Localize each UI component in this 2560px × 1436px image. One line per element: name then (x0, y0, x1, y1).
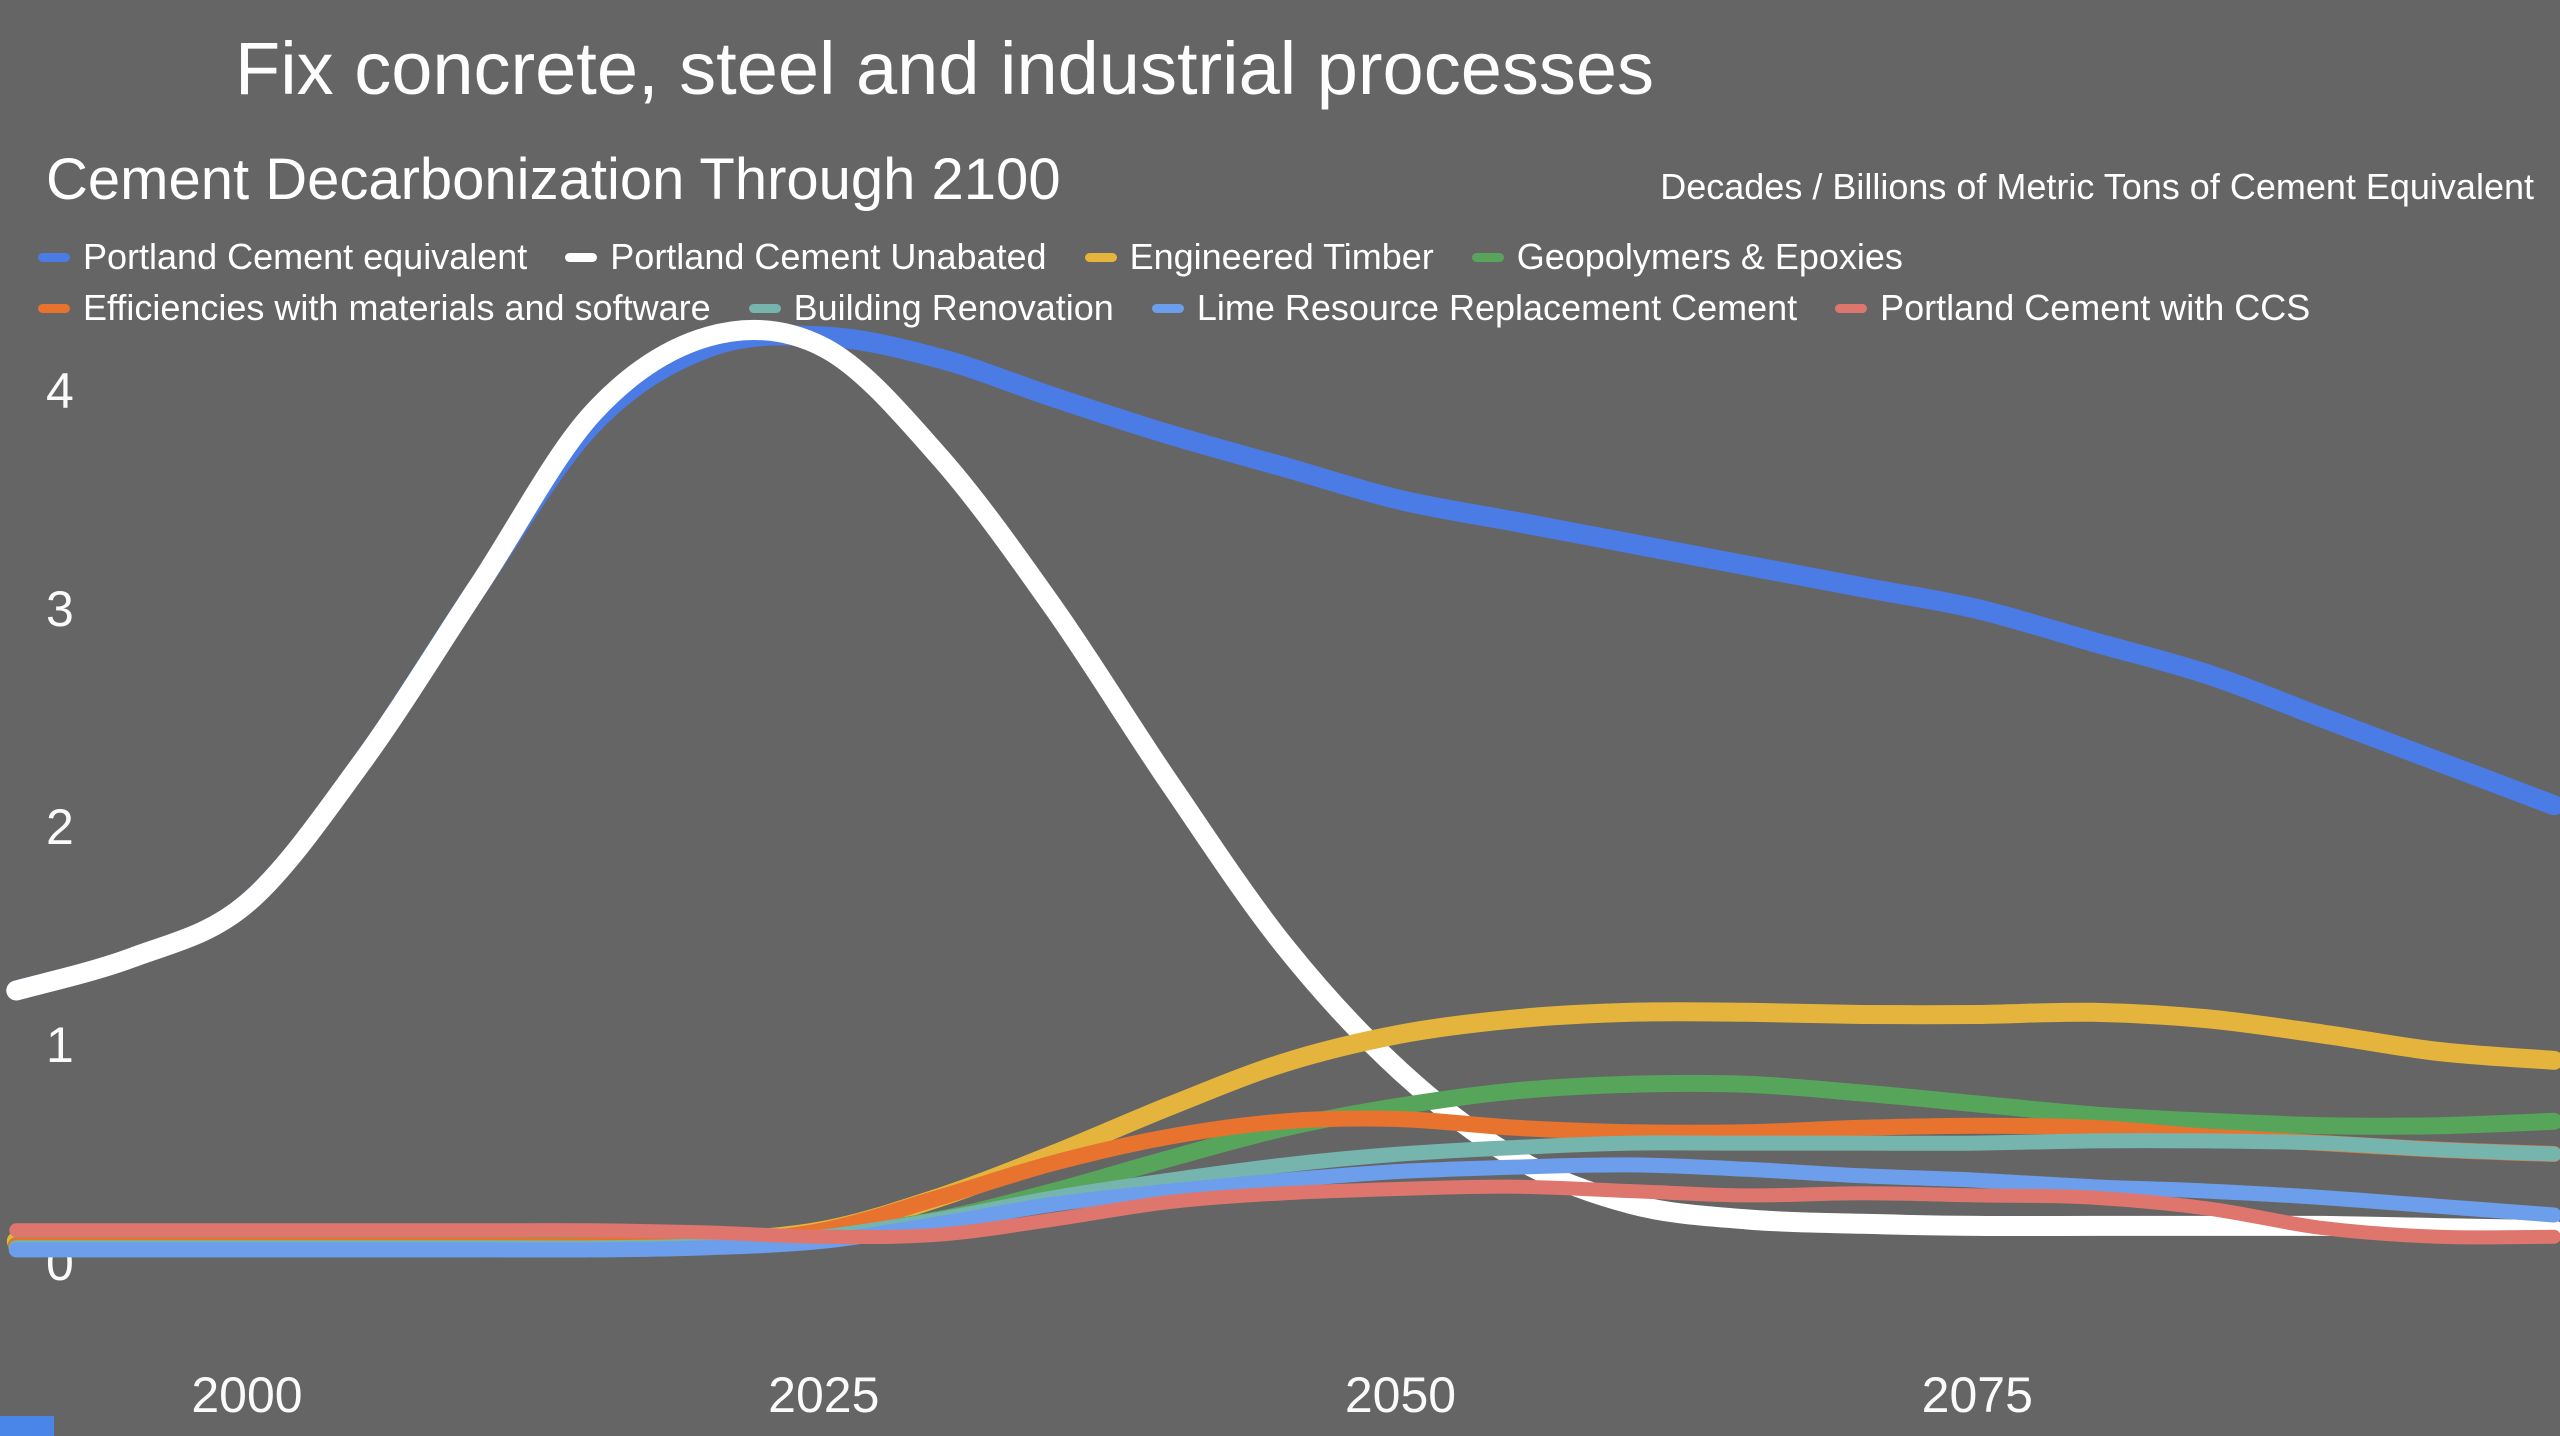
legend-label: Engineered Timber (1129, 236, 1434, 277)
chart-title: Cement Decarbonization Through 2100 (46, 147, 1061, 212)
legend-label: Building Renovation (793, 287, 1114, 328)
axis-units-label: Decades / Billions of Metric Tons of Cem… (1660, 166, 2534, 207)
legend-swatch-icon (748, 303, 781, 313)
legend-item-portland-cement-equivalent: Portland Cement equivalent (38, 236, 527, 278)
legend-swatch-icon (1471, 252, 1504, 262)
legend-swatch-icon (565, 252, 598, 262)
y-axis-tick-label: 2 (46, 799, 74, 855)
y-axis-tick-label: 3 (46, 581, 74, 637)
bottom-left-accent (0, 1416, 54, 1436)
legend-item-efficiencies-with-materials-and-software: Efficiencies with materials and software (38, 287, 711, 329)
legend-label: Lime Resource Replacement Cement (1196, 287, 1798, 328)
legend-label: Efficiencies with materials and software (83, 287, 711, 328)
legend-row: Efficiencies with materials and software… (38, 287, 2310, 329)
legend-swatch-icon (38, 252, 70, 262)
legend-label: Portland Cement Unabated (610, 236, 1047, 277)
series-line-portland-cement-unabated (6, 319, 2560, 1241)
legend-label: Portland Cement equivalent (83, 236, 528, 277)
legend-swatch-icon (1151, 303, 1184, 313)
chart-legend: Portland Cement equivalent Portland Cemen… (38, 236, 2310, 329)
legend-swatch-icon (38, 303, 70, 313)
series-line-portland-cement-with-ccs (9, 1179, 2560, 1245)
x-axis-tick-label: 2000 (191, 1367, 302, 1423)
legend-label: Geopolymers & Epoxies (1516, 236, 1903, 277)
legend-item-engineered-timber: Engineered Timber (1084, 236, 1434, 278)
legend-swatch-icon (1835, 303, 1868, 313)
legend-label: Portland Cement with CCS (1880, 287, 2311, 328)
x-axis-tick-label: 2075 (1922, 1367, 2033, 1423)
x-axis-tick-label: 2050 (1345, 1367, 1456, 1423)
slide-title: Fix concrete, steel and industrial proce… (235, 27, 1655, 110)
y-axis-tick-label: 1 (46, 1017, 74, 1073)
y-axis-tick-label: 4 (46, 363, 74, 419)
legend-swatch-icon (1084, 252, 1117, 262)
legend-item-geopolymers-epoxies: Geopolymers & Epoxies (1471, 236, 1903, 278)
legend-item-lime-resource-replacement-cement: Lime Resource Replacement Cement (1151, 287, 1798, 329)
legend-item-portland-cement-with-ccs: Portland Cement with CCS (1835, 287, 2310, 329)
legend-row: Portland Cement equivalent Portland Cemen… (38, 236, 2310, 278)
legend-item-building-renovation: Building Renovation (748, 287, 1114, 329)
series-line-lime-resource-replacement-cement (8, 1157, 2560, 1258)
series-line-portland-cement-equivalent (6, 325, 2560, 1001)
legend-item-portland-cement-unabated: Portland Cement Unabated (565, 236, 1047, 278)
x-axis-tick-label: 2025 (768, 1367, 879, 1423)
